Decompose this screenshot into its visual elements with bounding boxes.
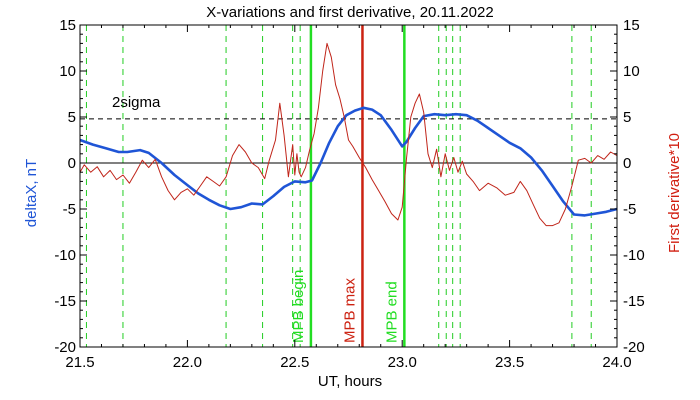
y-tick-label-left: -20 — [54, 339, 76, 356]
y-tick-label-right: 0 — [623, 155, 631, 172]
derivative-series-line — [79, 42, 618, 227]
x-tick-label: 21.5 — [65, 354, 94, 371]
x-tick-label: 23.5 — [495, 354, 524, 371]
y-tick-label-left: -5 — [63, 201, 76, 218]
x-tick-label: 23.0 — [388, 354, 417, 371]
mpb-end-label: MPB end — [383, 281, 400, 343]
chart-title: X-variations and first derivative, 20.11… — [206, 4, 493, 21]
x-tick-label: 22.5 — [280, 354, 309, 371]
y-tick-label-left: 10 — [59, 63, 76, 80]
plot-frame — [79, 24, 618, 348]
y-tick-label-right: -20 — [623, 339, 645, 356]
x-tick-label: 24.0 — [602, 354, 631, 371]
y-tick-label-right: -5 — [623, 201, 636, 218]
deltax-series-line — [79, 106, 618, 217]
y-axis-label-right: First derivative*10 — [666, 133, 683, 253]
y-tick-label-right: 15 — [623, 17, 640, 34]
y-tick-label-left: -15 — [54, 293, 76, 310]
x-axis-label: UT, hours — [318, 373, 382, 390]
plot-area: MPB begin MPB max MPB end — [79, 24, 618, 348]
y-tick-label-left: 5 — [68, 109, 76, 126]
y-tick-label-left: 15 — [59, 17, 76, 34]
x-tick-label: 22.0 — [173, 354, 202, 371]
sigma-label: 2sigma — [112, 94, 161, 111]
y-tick-label-left: 0 — [68, 155, 76, 172]
y-tick-label-right: 10 — [623, 63, 640, 80]
y-tick-label-left: -10 — [54, 247, 76, 264]
y-axis-label-left: deltaX, nT — [23, 159, 40, 227]
mpb-begin-label: MPB begin — [290, 270, 307, 343]
mpb-max-label: MPB max — [341, 277, 358, 343]
y-tick-label-right: 5 — [623, 109, 631, 126]
y-tick-label-right: -15 — [623, 293, 645, 310]
y-tick-label-right: -10 — [623, 247, 645, 264]
